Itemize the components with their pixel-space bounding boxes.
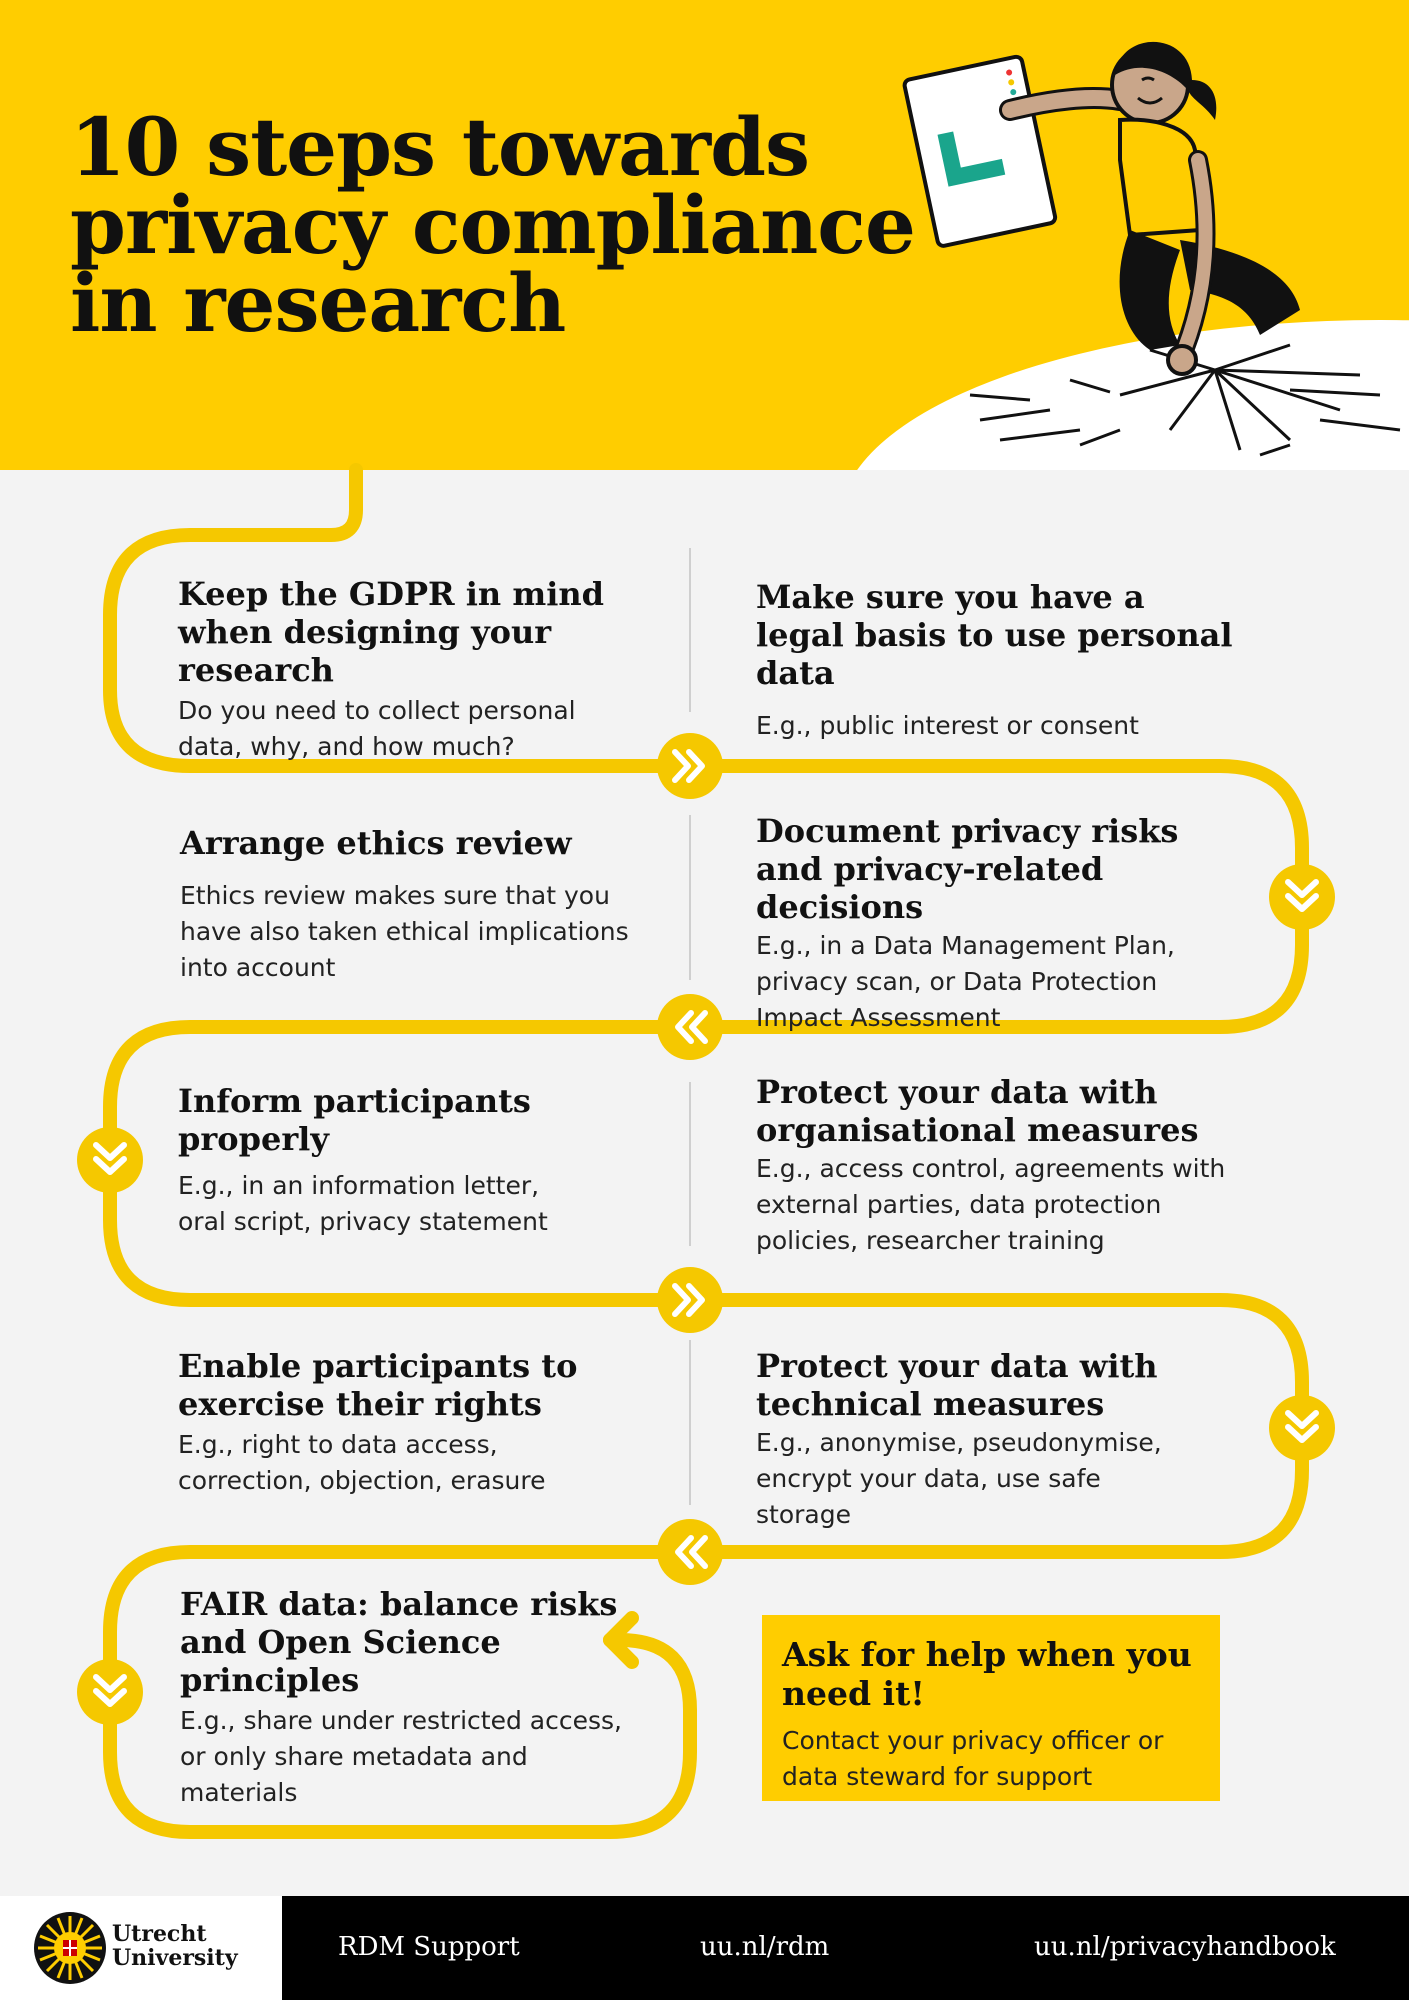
- logo-wordmark: Utrecht University: [112, 1922, 238, 1970]
- step-4: Document privacy risks and privacy-relat…: [756, 812, 1236, 1036]
- step-text: Ethics review makes sure that you have a…: [180, 881, 629, 982]
- step-7: Enable participants to exercise their ri…: [178, 1347, 598, 1499]
- floor-shape: [857, 320, 1409, 470]
- title-line-1: 10 steps towards: [70, 100, 810, 194]
- step-text: E.g., right to data access, correction, …: [178, 1430, 546, 1495]
- double-chevron-left-icon: [657, 994, 723, 1060]
- header-banner: 10 steps towards privacy compliance in r…: [0, 0, 1409, 470]
- title-line-2: privacy compliance: [70, 178, 916, 272]
- logo-line-2: University: [112, 1945, 238, 1971]
- step-text: Do you need to collect personal data, wh…: [178, 696, 576, 761]
- page-title: 10 steps towards privacy compliance in r…: [70, 100, 916, 350]
- step-title: Protect your data with organisational me…: [756, 1073, 1199, 1149]
- step-title: Keep the GDPR in mind when designing you…: [178, 575, 604, 689]
- winding-path: [103, 463, 1309, 1839]
- step-2: Make sure you have a legal basis to use …: [756, 578, 1236, 744]
- step-title: Inform participants properly: [178, 1082, 531, 1158]
- university-logo[interactable]: Utrecht University: [0, 1896, 282, 2000]
- step-text: E.g., public interest or consent: [756, 711, 1139, 740]
- step-title: FAIR data: balance risks and Open Scienc…: [180, 1585, 618, 1699]
- rdm-support-label: RDM Support: [338, 1932, 520, 1962]
- double-chevron-down-icon: [77, 1659, 143, 1725]
- double-chevron-right-icon: [657, 1267, 723, 1333]
- step-text: E.g., access control, agreements with ex…: [756, 1154, 1226, 1255]
- title-line-3: in research: [70, 256, 566, 350]
- researcher-illustration: [857, 41, 1409, 470]
- help-title: Ask for help when you need it!: [782, 1635, 1192, 1713]
- double-chevron-down-icon: [1269, 1395, 1335, 1461]
- step-text: E.g., in a Data Management Plan, privacy…: [756, 931, 1175, 1032]
- help-box: Ask for help when you need it! Contact y…: [762, 1615, 1220, 1801]
- step-title: Protect your data with technical measure…: [756, 1347, 1158, 1423]
- step-3: Arrange ethics review Ethics review make…: [180, 824, 640, 986]
- step-text: E.g., anonymise, pseudonymise, encrypt y…: [756, 1428, 1162, 1529]
- step-title: Document privacy risks and privacy-relat…: [756, 812, 1179, 926]
- university-seal-icon: [34, 1912, 106, 1984]
- step-8: Protect your data with technical measure…: [756, 1347, 1236, 1533]
- rdm-link[interactable]: uu.nl/rdm: [700, 1932, 830, 1962]
- footer-bar: RDM Support uu.nl/rdm uu.nl/privacyhandb…: [282, 1896, 1409, 2000]
- logo-line-1: Utrecht: [112, 1921, 207, 1947]
- step-6: Protect your data with organisational me…: [756, 1073, 1236, 1259]
- double-chevron-right-icon: [657, 733, 723, 799]
- step-text: E.g., share under restricted access, or …: [180, 1706, 622, 1807]
- footer: Utrecht University RDM Support uu.nl/rdm…: [0, 1896, 1409, 2000]
- step-5: Inform participants properly E.g., in an…: [178, 1082, 578, 1240]
- step-title: Enable participants to exercise their ri…: [178, 1347, 578, 1423]
- double-chevron-left-icon: [657, 1519, 723, 1585]
- step-9: FAIR data: balance risks and Open Scienc…: [180, 1585, 630, 1811]
- step-text: E.g., in an information letter, oral scr…: [178, 1171, 548, 1236]
- path-graphic: [77, 463, 1335, 1839]
- privacy-handbook-link[interactable]: uu.nl/privacyhandbook: [1034, 1932, 1336, 1962]
- double-chevron-down-icon: [1269, 864, 1335, 930]
- step-title: Arrange ethics review: [180, 824, 572, 862]
- step-title: Make sure you have a legal basis to use …: [756, 578, 1233, 692]
- help-text: Contact your privacy officer or data ste…: [782, 1726, 1164, 1791]
- step-1: Keep the GDPR in mind when designing you…: [178, 575, 678, 765]
- double-chevron-down-icon: [77, 1127, 143, 1193]
